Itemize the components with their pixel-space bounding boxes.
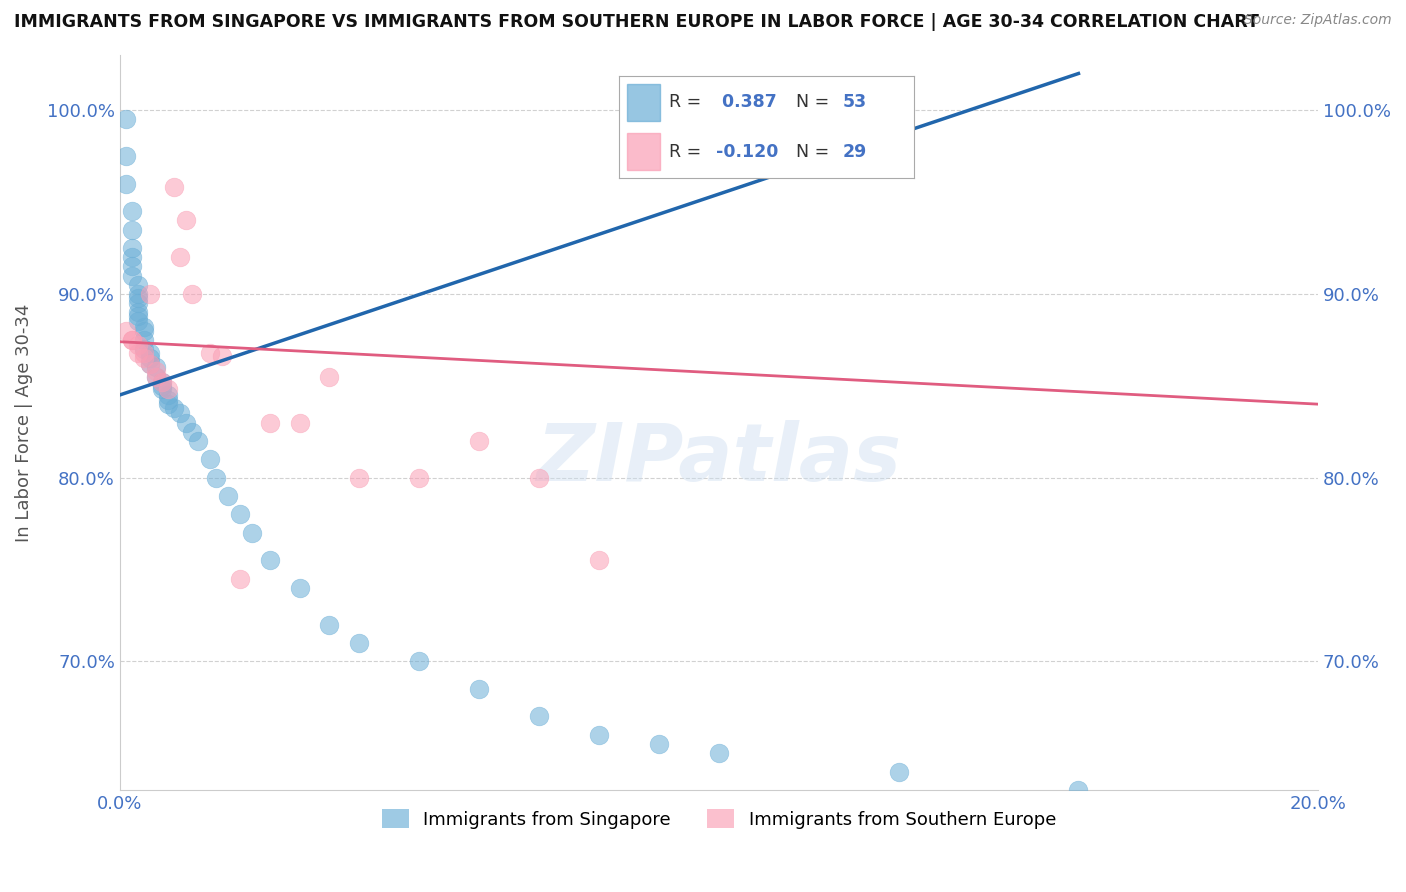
Point [198,345,221,359]
Point [156,397,179,411]
Point [468,681,491,696]
Point [408,654,430,668]
Bar [627,133,659,170]
Text: 0.387: 0.387 [716,94,778,112]
Point [132,324,155,338]
Point [174,416,197,430]
Point [204,470,226,484]
Point [121,333,143,347]
Point [527,470,550,484]
Point [588,728,610,742]
Point [228,572,250,586]
Text: N =: N = [796,143,835,161]
Point [121,268,143,283]
Text: N =: N = [796,94,835,112]
Text: IMMIGRANTS FROM SINGAPORE VS IMMIGRANTS FROM SOUTHERN EUROPE IN LABOR FORCE | AG: IMMIGRANTS FROM SINGAPORE VS IMMIGRANTS … [14,13,1258,31]
Point [150,383,173,397]
Text: 53: 53 [844,94,868,112]
Point [648,737,671,751]
Point [121,241,143,255]
Point [259,553,281,567]
Text: ZIPatlas: ZIPatlas [537,420,901,499]
Point [318,369,340,384]
Point [121,204,143,219]
Point [527,709,550,723]
Point [887,764,910,779]
Point [121,250,143,264]
Point [828,103,851,118]
Point [588,553,610,567]
Point [114,324,136,338]
Point [121,260,143,274]
Point [127,296,149,310]
Point [132,345,155,359]
Point [187,434,209,448]
Point [288,581,311,595]
Point [138,357,160,371]
Point [408,470,430,484]
Point [349,470,371,484]
Text: 29: 29 [844,143,868,161]
Point [121,222,143,236]
Point [114,112,136,127]
Point [138,287,160,301]
Point [163,180,186,194]
Point [121,333,143,347]
Point [127,291,149,305]
Point [180,287,202,301]
Bar [627,84,659,121]
Point [145,364,167,378]
Point [180,425,202,439]
Legend: Immigrants from Singapore, Immigrants from Southern Europe: Immigrants from Singapore, Immigrants fr… [374,802,1063,836]
Point [127,305,149,319]
Point [127,314,149,328]
Point [156,393,179,408]
Point [138,351,160,366]
Point [240,525,263,540]
Point [174,213,197,227]
Point [132,351,155,366]
Point [132,320,155,334]
Point [127,287,149,301]
Point [198,452,221,467]
Point [156,383,179,397]
Text: R =: R = [669,143,707,161]
Text: Source: ZipAtlas.com: Source: ZipAtlas.com [1244,13,1392,28]
Point [145,360,167,375]
Point [1067,783,1090,797]
Point [150,378,173,392]
Point [138,357,160,371]
Point [468,434,491,448]
Point [138,345,160,359]
Point [217,489,239,503]
Point [145,369,167,384]
Point [707,746,730,760]
Y-axis label: In Labor Force | Age 30-34: In Labor Force | Age 30-34 [15,303,32,541]
Point [127,309,149,323]
Point [169,406,191,420]
Point [150,375,173,389]
Point [132,333,155,347]
Point [132,342,155,356]
Point [228,508,250,522]
Point [318,617,340,632]
Point [169,250,191,264]
Point [150,375,173,389]
Point [156,388,179,402]
Point [114,177,136,191]
Point [211,350,233,364]
Text: R =: R = [669,94,707,112]
Text: -0.120: -0.120 [716,143,779,161]
Point [127,338,149,352]
Point [163,401,186,415]
Point [349,636,371,650]
Point [259,416,281,430]
Point [288,416,311,430]
Point [127,277,149,292]
Point [145,369,167,384]
Point [127,345,149,359]
Point [114,149,136,163]
